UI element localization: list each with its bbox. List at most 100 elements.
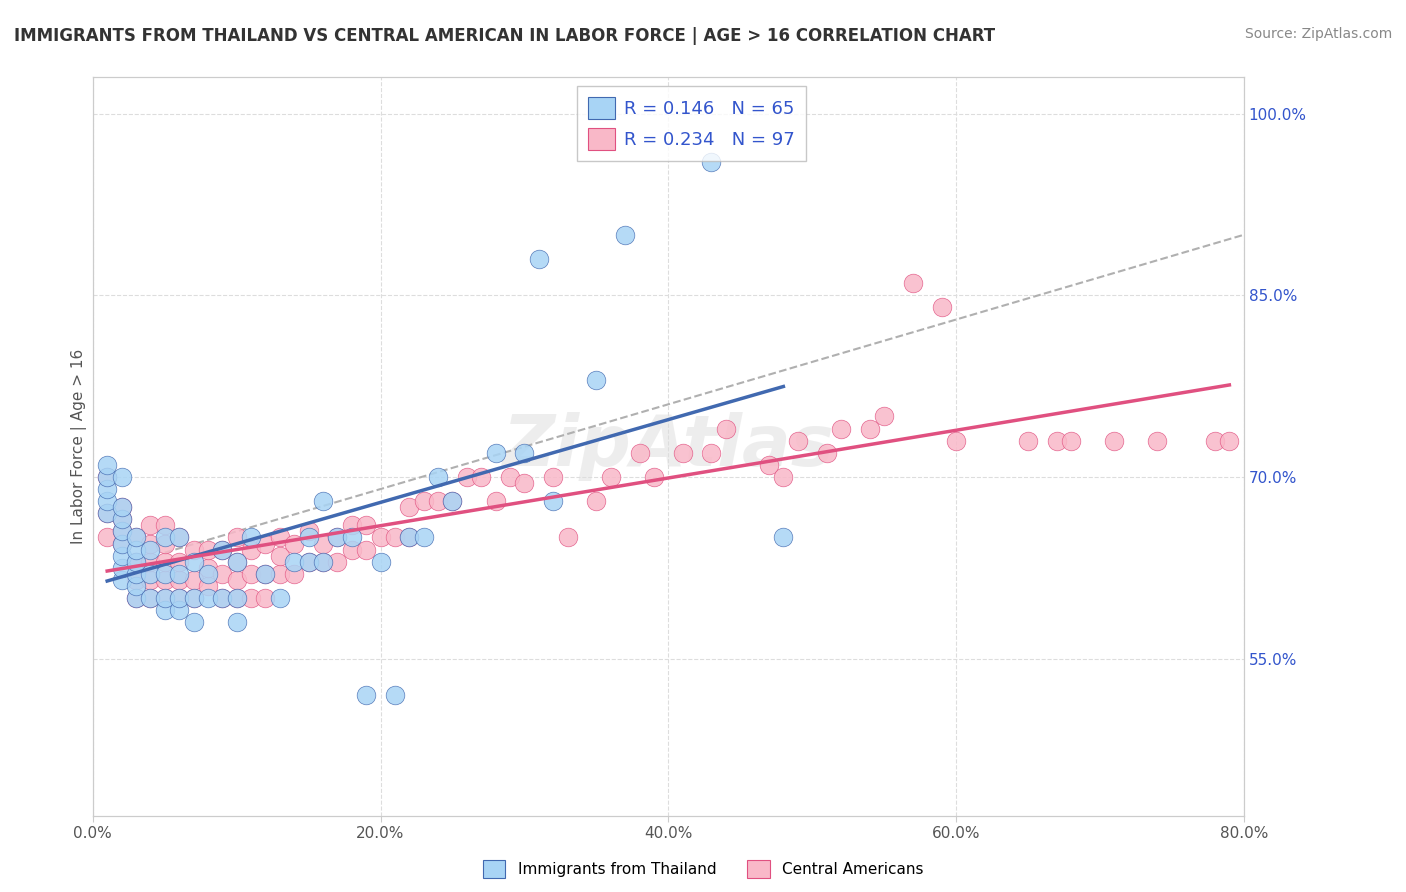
Point [96, 506, 118, 520]
Point [312, 536, 335, 550]
Point [412, 531, 434, 545]
Point [197, 566, 219, 581]
Point [354, 688, 377, 702]
Point [125, 566, 148, 581]
Legend: Immigrants from Thailand, Central Americans: Immigrants from Thailand, Central Americ… [477, 854, 929, 884]
Point [513, 446, 536, 460]
Point [312, 555, 335, 569]
Point [269, 549, 291, 563]
Point [197, 579, 219, 593]
Point [312, 494, 335, 508]
Point [197, 591, 219, 605]
Point [110, 524, 132, 539]
Point [312, 555, 335, 569]
Point [815, 446, 838, 460]
Point [614, 227, 637, 242]
Point [153, 536, 176, 550]
Point [945, 434, 967, 448]
Point [340, 518, 363, 533]
Point [139, 518, 162, 533]
Point [269, 566, 291, 581]
Point [125, 531, 148, 545]
Point [211, 566, 233, 581]
Point [167, 573, 190, 587]
Point [1060, 434, 1083, 448]
Point [225, 591, 247, 605]
Point [110, 500, 132, 515]
Point [758, 458, 780, 472]
Point [786, 434, 808, 448]
Point [167, 531, 190, 545]
Point [269, 591, 291, 605]
Point [557, 531, 579, 545]
Point [297, 555, 319, 569]
Point [211, 591, 233, 605]
Point [370, 531, 392, 545]
Point [901, 277, 924, 291]
Point [1218, 434, 1240, 448]
Point [153, 555, 176, 569]
Point [153, 518, 176, 533]
Point [96, 494, 118, 508]
Point [197, 560, 219, 574]
Point [427, 470, 450, 484]
Point [167, 566, 190, 581]
Point [240, 566, 263, 581]
Point [370, 555, 392, 569]
Point [830, 421, 852, 435]
Point [225, 555, 247, 569]
Point [225, 531, 247, 545]
Point [225, 615, 247, 630]
Point [125, 542, 148, 557]
Point [183, 615, 205, 630]
Point [139, 591, 162, 605]
Point [139, 573, 162, 587]
Point [1204, 434, 1226, 448]
Point [297, 524, 319, 539]
Point [254, 566, 277, 581]
Point [254, 566, 277, 581]
Point [873, 409, 896, 424]
Point [297, 555, 319, 569]
Point [211, 542, 233, 557]
Point [254, 536, 277, 550]
Point [672, 446, 695, 460]
Point [211, 542, 233, 557]
Point [153, 591, 176, 605]
Point [110, 549, 132, 563]
Point [240, 542, 263, 557]
Point [283, 536, 305, 550]
Point [153, 566, 176, 581]
Point [110, 500, 132, 515]
Point [110, 560, 132, 574]
Text: ZipAtlas: ZipAtlas [502, 412, 834, 481]
Point [96, 470, 118, 484]
Y-axis label: In Labor Force | Age > 16: In Labor Force | Age > 16 [72, 349, 87, 544]
Point [110, 470, 132, 484]
Point [326, 555, 349, 569]
Point [297, 531, 319, 545]
Point [283, 555, 305, 569]
Point [427, 494, 450, 508]
Point [139, 536, 162, 550]
Point [225, 591, 247, 605]
Point [96, 531, 118, 545]
Point [153, 531, 176, 545]
Point [110, 512, 132, 526]
Point [211, 591, 233, 605]
Point [183, 573, 205, 587]
Point [527, 252, 550, 266]
Point [456, 470, 478, 484]
Point [1017, 434, 1039, 448]
Point [183, 591, 205, 605]
Point [931, 301, 953, 315]
Point [96, 506, 118, 520]
Point [153, 591, 176, 605]
Point [183, 591, 205, 605]
Point [110, 536, 132, 550]
Point [167, 531, 190, 545]
Point [513, 475, 536, 490]
Point [714, 421, 737, 435]
Point [772, 531, 794, 545]
Point [167, 591, 190, 605]
